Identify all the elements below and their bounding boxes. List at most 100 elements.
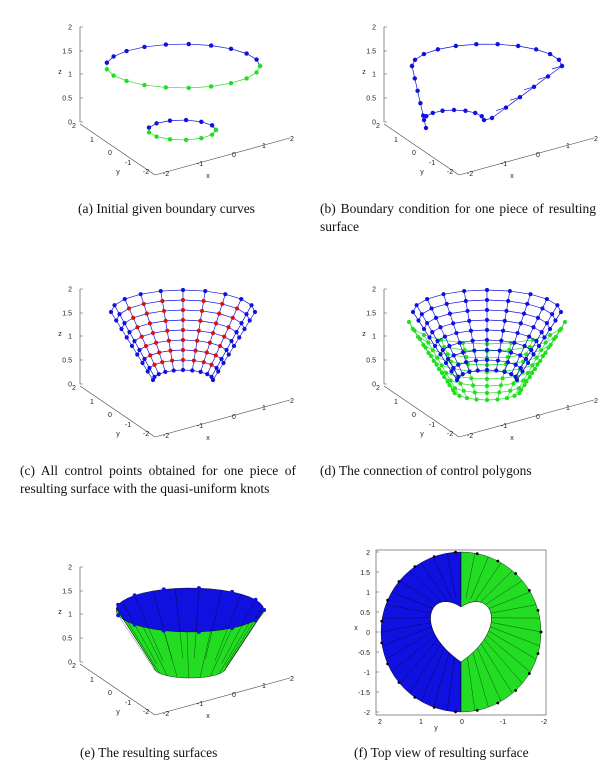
blue-control-point-point — [531, 352, 536, 357]
z-tick-label: 0.5 — [62, 358, 72, 365]
radial-mesh-line — [478, 570, 513, 604]
green-control-point-point — [452, 390, 457, 396]
z-tick-label: 0 — [68, 120, 72, 127]
radial-mesh-line — [399, 580, 440, 607]
radial-mesh-line — [488, 621, 542, 633]
plot-d: 2 1.5 1 0.5 0 z 2 1 0 -1 -2 y -2 -1 0 1 2 x — [362, 287, 598, 443]
green-control-point-point — [540, 353, 546, 359]
y-axis-line — [79, 663, 156, 716]
x-axis-line — [458, 137, 595, 176]
surface-mesh-line — [121, 601, 158, 665]
control-point-point — [239, 321, 244, 326]
blue-control-point-point — [484, 307, 490, 313]
y-tick-label: 0 — [108, 412, 112, 419]
lower-half-point — [473, 110, 478, 116]
upper-curve-blue-point — [111, 54, 116, 59]
blue-control-point-point — [414, 303, 419, 308]
green-control-point-point — [546, 345, 551, 350]
control-point-inner-point — [180, 337, 186, 343]
green-control-point-point — [458, 381, 463, 386]
green-control-point-point — [450, 387, 456, 393]
blue-control-point-point — [425, 296, 430, 302]
x-tick-label: -1 — [501, 161, 507, 168]
control-point-point — [140, 360, 145, 366]
y-tick-label: 2 — [376, 385, 380, 392]
z-axis-label: z — [58, 609, 62, 616]
control-point-inner-point — [139, 334, 144, 339]
y-tick-label: -2 — [447, 169, 453, 176]
radial-mesh-line — [465, 553, 476, 599]
panel-c: 2 1.5 1 0.5 0 z 2 1 0 -1 -2 y -2 -1 0 1 2 x (c) All contr… — [0, 262, 304, 522]
x-tick-label: 1.5 — [360, 570, 370, 577]
control-point-point — [171, 368, 176, 373]
lateral-boundary-line — [495, 107, 507, 111]
panel-a: 2 1.5 1 0.5 0 z 2 1 0 -1 -2 y -2 -1 0 1 2 x (a) Initial g… — [0, 0, 304, 240]
lateral-boundary-line — [417, 90, 421, 104]
blue-control-point-point — [495, 358, 501, 363]
y-tick-label: 2 — [72, 663, 76, 670]
green-control-point-point — [557, 328, 562, 333]
control-point-inner-point — [213, 321, 219, 326]
z-tick-label: 2 — [372, 25, 376, 32]
z-tick-label: 1.5 — [366, 311, 376, 318]
upper-curve-blue-point — [186, 41, 191, 47]
blue-control-point-point — [484, 297, 490, 303]
blue-control-point-point — [506, 298, 511, 304]
lower-curve-blue-point — [209, 123, 215, 128]
blue-control-point-point — [447, 343, 452, 349]
boundary-point — [527, 672, 531, 675]
radial-mesh-line — [482, 637, 523, 684]
surface-boundary-point — [161, 587, 166, 592]
surface-boundary-point — [116, 602, 121, 607]
caption-f: (f) Top view of resulting surface — [354, 745, 529, 760]
surface-boundary-point — [132, 593, 137, 598]
control-point-point — [122, 296, 127, 302]
x-tick-label: -1 — [197, 161, 203, 168]
green-control-point-point — [445, 379, 450, 384]
upper-curve-green-point — [257, 63, 263, 69]
upper-curve-blue-point — [124, 48, 129, 54]
blue-control-point-point — [484, 357, 490, 363]
blue-control-point-point — [522, 343, 527, 349]
y-axis-label: y — [116, 169, 120, 176]
control-point-point — [221, 360, 226, 366]
blue-control-point-point — [544, 321, 550, 326]
green-control-point-point — [511, 381, 516, 386]
x-axis-line — [458, 399, 595, 438]
upper-half-point — [547, 51, 553, 57]
green-control-point-point — [484, 383, 490, 389]
y-tick-label: 0 — [108, 150, 112, 157]
control-point-point — [216, 369, 221, 374]
z-tick-label: 0 — [68, 382, 72, 389]
control-point-inner-point — [135, 325, 140, 330]
lateral-boundary-line — [481, 117, 493, 122]
control-point-inner-point — [222, 334, 227, 339]
boundary-point — [527, 589, 531, 592]
x-tick-label: 0 — [536, 152, 540, 159]
z-tick-label: 2 — [372, 287, 376, 294]
surface-mesh-line — [134, 595, 164, 662]
green-control-point-point — [538, 358, 543, 364]
green-control-point-point — [457, 393, 462, 398]
blue-control-point-point — [464, 360, 469, 365]
blue-control-point-point — [410, 309, 416, 315]
blue-control-point-point — [518, 365, 523, 371]
boundary-point — [386, 598, 390, 602]
blue-control-point-point — [539, 329, 544, 335]
control-point-point — [234, 329, 239, 335]
x-tick-label: 1 — [366, 590, 370, 597]
x-tick-label: -1.5 — [358, 690, 370, 697]
y-tick-label: -2 — [541, 719, 547, 726]
control-point-inner-point — [154, 340, 159, 345]
control-point-point — [163, 369, 168, 375]
upper-half-point — [533, 47, 539, 52]
control-point-point — [214, 365, 219, 371]
x-axis-label: x — [206, 173, 210, 180]
z-tick-label: 1.5 — [62, 49, 72, 56]
plot-a: 2 1.5 1 0.5 0 z 2 1 0 -1 -2 y -2 -1 0 1 2 x — [58, 25, 294, 181]
upper-half-point — [453, 43, 459, 49]
blue-control-point-point — [542, 335, 547, 340]
control-point-point — [135, 352, 140, 357]
blue-control-point-point — [499, 338, 504, 343]
surface-boundary-point — [116, 613, 121, 618]
